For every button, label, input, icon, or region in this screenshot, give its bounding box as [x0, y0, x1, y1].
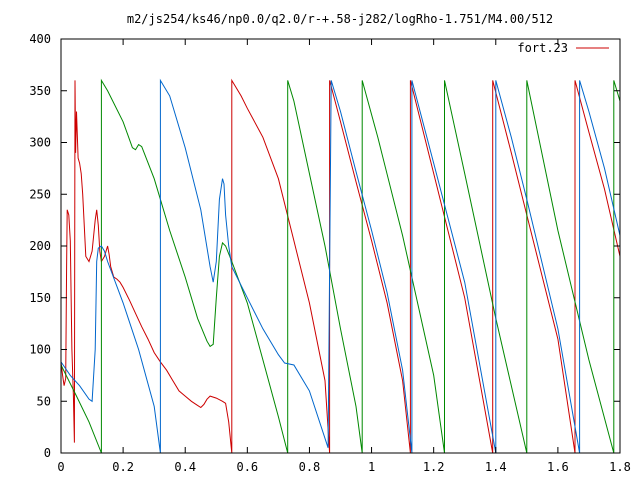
x-tick-label: 1.2: [423, 460, 445, 474]
x-tick-label: 0.8: [299, 460, 321, 474]
y-tick-label: 0: [44, 446, 51, 460]
y-axis: 0 50 100 150 200 250 300 350 400: [29, 32, 620, 460]
x-tick-label: 1: [368, 460, 375, 474]
x-tick-label: 1.8: [609, 460, 631, 474]
y-tick-label: 200: [29, 239, 51, 253]
x-tick-label: 0: [57, 460, 64, 474]
x-tick-label: 1.4: [485, 460, 507, 474]
x-tick-label: 0.4: [174, 460, 196, 474]
legend: fort.23: [517, 41, 609, 55]
x-tick-label: 0.2: [112, 460, 134, 474]
x-tick-label: 1.6: [547, 460, 569, 474]
x-tick-label: 0.6: [236, 460, 258, 474]
y-tick-label: 250: [29, 187, 51, 201]
series-line-2: [60, 78, 621, 454]
legend-label: fort.23: [517, 41, 568, 55]
y-tick-label: 50: [37, 394, 51, 408]
y-tick-label: 150: [29, 291, 51, 305]
chart-title: m2/js254/ks46/np0.0/q2.0/r-+.58-j282/log…: [127, 12, 553, 26]
x-axis: 0 0.2 0.4 0.6 0.8 1 1.2 1.4 1.6 1.8: [57, 39, 631, 474]
y-tick-label: 350: [29, 84, 51, 98]
series-line-1: [60, 78, 621, 454]
y-tick-label: 300: [29, 136, 51, 150]
y-tick-label: 400: [29, 32, 51, 46]
y-tick-label: 100: [29, 343, 51, 357]
